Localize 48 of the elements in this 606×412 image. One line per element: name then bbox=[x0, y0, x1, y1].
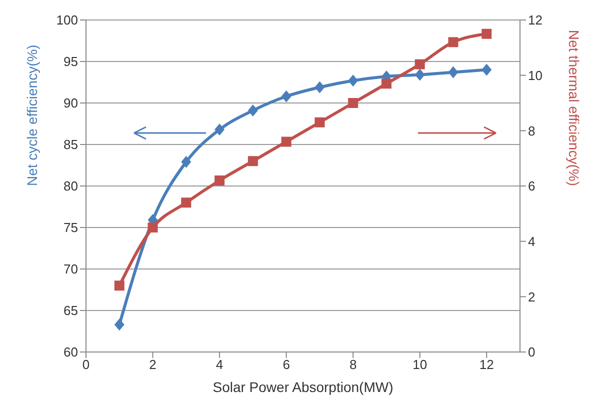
y-tick-label: 70 bbox=[64, 262, 78, 277]
y2-tick-label: 6 bbox=[528, 178, 536, 194]
point bbox=[348, 74, 358, 87]
point bbox=[381, 78, 392, 89]
point bbox=[214, 124, 225, 136]
y-axis-title: Net cycle efficiency(%) bbox=[24, 44, 40, 186]
x-tick-label: 12 bbox=[479, 357, 494, 372]
point bbox=[114, 318, 124, 331]
point bbox=[181, 156, 192, 168]
point bbox=[482, 28, 492, 39]
point bbox=[448, 66, 458, 78]
y-tick-label: 60 bbox=[64, 344, 78, 360]
y-tick-label: 65 bbox=[64, 303, 78, 318]
point bbox=[314, 81, 325, 94]
point bbox=[248, 104, 258, 116]
point bbox=[314, 117, 325, 128]
point bbox=[414, 68, 425, 81]
point bbox=[281, 90, 292, 102]
y2-tick-label: 10 bbox=[528, 68, 542, 83]
point bbox=[248, 156, 258, 166]
y2-tick-label: 0 bbox=[528, 344, 536, 360]
point bbox=[114, 280, 124, 291]
point bbox=[482, 64, 492, 76]
x-tick-label: 2 bbox=[149, 357, 156, 372]
y-tick-label: 80 bbox=[64, 178, 78, 194]
point bbox=[281, 136, 292, 147]
x-tick-label: 0 bbox=[82, 357, 90, 372]
point bbox=[214, 175, 225, 186]
y-tick-label: 100 bbox=[56, 12, 78, 28]
point bbox=[148, 222, 158, 232]
y2-axis-title: Net thermal efficiency(%) bbox=[566, 30, 582, 186]
x-tick-label: 8 bbox=[349, 357, 357, 372]
x-tick-label: 4 bbox=[216, 357, 224, 372]
y-tick-label: 90 bbox=[64, 96, 78, 111]
point bbox=[181, 198, 192, 208]
y-tick-label: 85 bbox=[64, 137, 78, 152]
y2-tick-label: 8 bbox=[528, 123, 536, 138]
y-tick-label: 75 bbox=[64, 220, 78, 236]
point bbox=[448, 37, 458, 48]
y2-tick-label: 12 bbox=[528, 12, 542, 28]
point bbox=[414, 59, 425, 70]
x-tick-label: 6 bbox=[282, 357, 290, 372]
y2-tick-label: 2 bbox=[528, 289, 536, 304]
y2-tick-label: 4 bbox=[528, 234, 536, 249]
x-axis-title: Solar Power Absorption(MW) bbox=[212, 379, 394, 395]
x-tick-label: 10 bbox=[412, 357, 428, 372]
y-tick-label: 95 bbox=[64, 54, 78, 70]
point bbox=[348, 98, 358, 108]
